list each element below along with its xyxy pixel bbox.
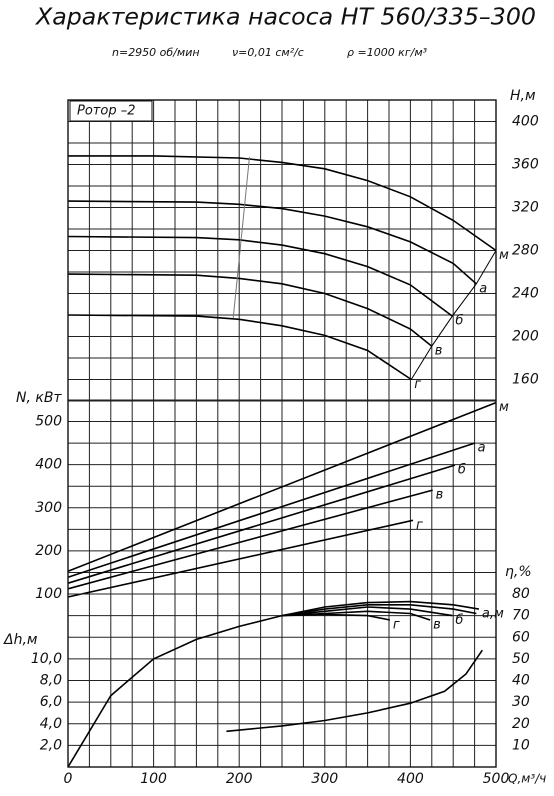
x-tick-label: 200 [226, 771, 253, 787]
y-tick-label: 200 [35, 543, 62, 559]
y-tick-label: 60 [512, 629, 530, 645]
frame [67, 99, 497, 768]
y-tick-label: 200 [512, 329, 539, 345]
y-tick-label: 20 [512, 716, 530, 732]
curve-label: в [433, 617, 441, 632]
y-tick-label: 320 [512, 200, 539, 216]
curve [281, 604, 477, 617]
curve-label: м [499, 248, 509, 263]
curve-label: в [436, 488, 444, 503]
y-tick-label: 4,0 [40, 716, 62, 732]
curve-label: а [479, 281, 487, 296]
y-tick-label: 2,0 [40, 737, 62, 753]
y-tick-label: 70 [512, 608, 530, 624]
x-tick-label: 400 [397, 771, 424, 787]
plot: 160200240280320360400Н,ммабвг10020030040… [3, 88, 546, 787]
curve-label: г [393, 617, 400, 632]
curve [68, 155, 497, 252]
curve-label: а [478, 441, 486, 456]
curve [67, 489, 433, 590]
curve [67, 464, 456, 584]
x-tick-label: 500 [483, 771, 510, 787]
subtitle: ν=0,01 см²/с [232, 46, 304, 59]
x-tick-label: 300 [311, 771, 338, 787]
curve [226, 649, 483, 733]
curve [67, 401, 497, 572]
curve [67, 314, 412, 381]
curve-label: б [458, 463, 466, 478]
curve [67, 273, 433, 347]
curve-label: м [499, 400, 509, 415]
curve-label: б [455, 314, 463, 329]
curve-label: в [435, 344, 443, 359]
rotor-box [69, 100, 153, 122]
x-axis-label: Q,м³/ч [508, 772, 546, 786]
rotor-label: Ротор –2 [77, 104, 135, 119]
y-tick-label: 400 [35, 457, 62, 473]
curve-label: б [455, 613, 463, 628]
y2-axis-label: η,% [505, 564, 532, 580]
curve [67, 600, 480, 768]
y-tick-label: 400 [512, 114, 539, 130]
subtitle: n=2950 об/мин [112, 46, 200, 59]
y-tick-label: 500 [35, 414, 62, 430]
end-line [410, 250, 497, 380]
y-tick-label: 6,0 [40, 694, 62, 710]
curve-label: г [414, 377, 421, 392]
curve [67, 235, 453, 317]
x-tick-label: 100 [140, 771, 167, 787]
y-tick-label: 40 [512, 673, 530, 689]
curve [281, 606, 453, 617]
y-axis-label: Δh,м [3, 632, 38, 648]
y-tick-label: 100 [35, 586, 62, 602]
y-tick-label: 160 [512, 372, 539, 388]
zone-line [232, 156, 250, 319]
y-tick-label: 10,0 [31, 651, 62, 667]
y-tick-label: 80 [512, 586, 530, 602]
title: Характеристика насоса НТ 560/335–300 [35, 5, 536, 31]
curve-label: а,м [482, 607, 504, 622]
y-axis-label: N, кВт [16, 390, 62, 406]
y-tick-label: 360 [512, 157, 539, 173]
curve [67, 519, 414, 598]
y-axis-label: Н,м [510, 88, 536, 104]
curve [67, 442, 475, 578]
curve-label: г [416, 518, 423, 533]
y-tick-label: 300 [35, 500, 62, 516]
y-tick-label: 10 [512, 737, 530, 753]
y-tick-label: 240 [512, 286, 539, 302]
y-tick-label: 50 [512, 651, 530, 667]
x-tick-label: 0 [64, 771, 73, 787]
curve [67, 200, 477, 285]
y-tick-label: 30 [512, 694, 530, 710]
y-tick-label: 280 [512, 243, 539, 259]
curve [281, 613, 391, 621]
subtitle: ρ =1000 кг/м³ [347, 46, 428, 59]
y-tick-label: 8,0 [40, 673, 62, 689]
